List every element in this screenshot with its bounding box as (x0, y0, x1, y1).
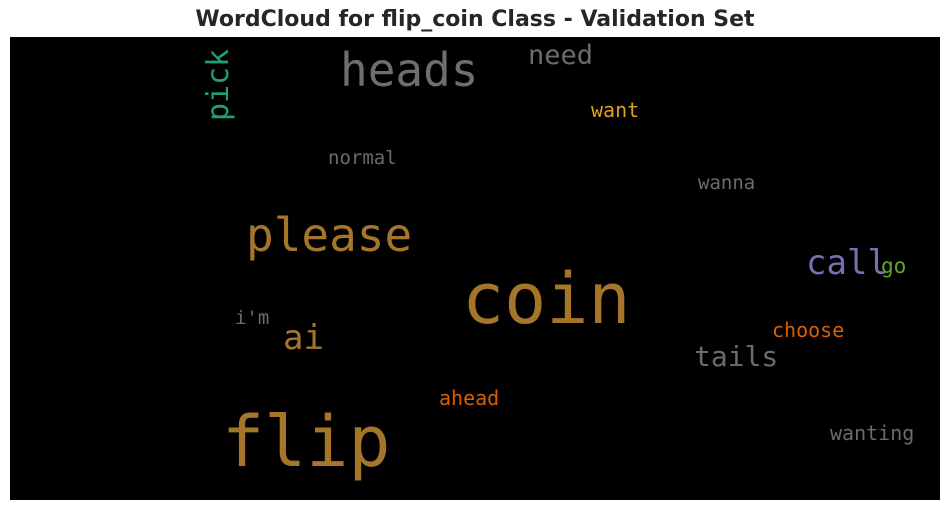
word-heads: heads (340, 43, 479, 97)
word-wanting: wanting (830, 421, 915, 445)
word-wanna: wanna (698, 172, 756, 194)
word-coin: coin (462, 258, 631, 340)
word-ai: ai (283, 318, 324, 358)
word-im: i'm (235, 307, 270, 329)
word-flip: flip (222, 401, 391, 483)
word-go: go (881, 254, 907, 278)
word-ahead: ahead (439, 386, 500, 410)
word-tails: tails (694, 340, 779, 373)
word-need: need (528, 40, 594, 71)
word-please: please (246, 208, 413, 262)
word-pick: pick (201, 48, 236, 121)
word-choose: choose (772, 318, 845, 342)
word-want: want (591, 98, 640, 122)
wordcloud-canvas: heads need pick want normal wanna please… (10, 37, 940, 500)
figure-title: WordCloud for flip_coin Class - Validati… (195, 7, 755, 32)
word-normal: normal (328, 147, 397, 169)
word-call: call (806, 243, 888, 283)
